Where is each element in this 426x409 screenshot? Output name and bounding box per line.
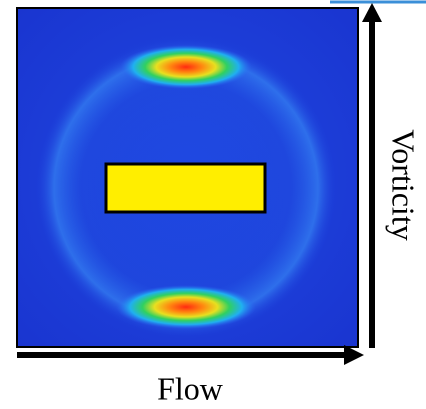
vorticity-label: Vorticity — [386, 129, 422, 240]
beamstop — [106, 164, 265, 212]
flow-label: Flow — [157, 370, 223, 406]
vorticity-arrow — [362, 3, 382, 348]
figure: Flow Vorticity — [0, 0, 426, 409]
page: Flow Vorticity (() => { const data = JSO… — [0, 0, 426, 409]
